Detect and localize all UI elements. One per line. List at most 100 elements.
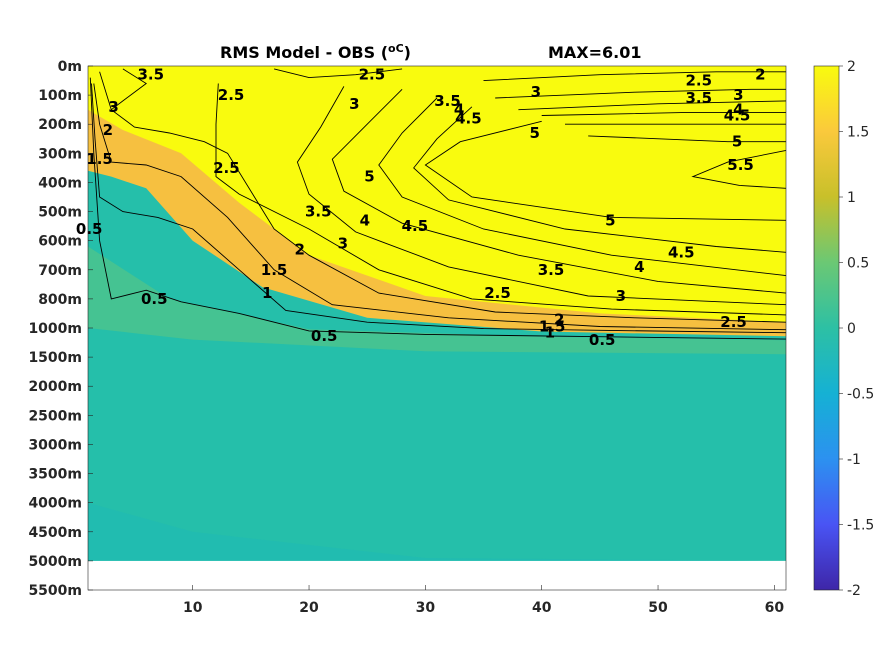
x-tick-label: 10: [183, 600, 203, 616]
y-axis: 0m 100m 200m 300m 400m 500m 600m 700m 800m 1000m 1…: [28, 59, 93, 599]
contour-label: 3.5: [434, 92, 461, 110]
y-tick-label: 500m: [38, 205, 82, 221]
contour-label: 3.5: [305, 203, 332, 221]
max-label: MAX=6.01: [548, 43, 642, 62]
contour-line-3.5c: [518, 100, 787, 111]
x-tick-label: 30: [416, 600, 436, 616]
y-tick-label: 4000m: [28, 496, 82, 512]
y-tick-label: 5500m: [28, 583, 82, 599]
contour-label: 2.5: [213, 159, 240, 177]
contour-label: 4.5: [402, 217, 429, 235]
contour-line-1.5: [93, 83, 787, 331]
x-tick-label: 20: [299, 600, 319, 616]
contour-label: 2.5: [686, 72, 713, 90]
colorbar-gradient: [813, 65, 840, 591]
heatmap-yellow-region: [88, 66, 786, 323]
y-tick-label: 2500m: [28, 408, 82, 424]
contour-line-2.5b: [215, 83, 787, 316]
title-unit-superscript: oC: [388, 42, 404, 55]
contour-line-4c: [541, 112, 786, 116]
colorbar-tick-label: -1: [847, 452, 861, 468]
contour-line-4.5: [413, 106, 787, 253]
colorbar-tick-label: 1: [847, 190, 856, 206]
contour-label: 2: [103, 121, 113, 139]
y-tick-label: 1500m: [28, 350, 82, 366]
contour-label: 3: [338, 235, 348, 253]
contour-label: 2.5: [359, 66, 386, 84]
contour-line-3: [296, 86, 787, 306]
contour-label: 2: [755, 66, 765, 84]
colorbar: 2 1.5 1 0.5 0 -0.5 -1 -1.5 -2: [813, 59, 874, 599]
contour-label: 3.5: [538, 261, 565, 279]
x-tick-label: 50: [648, 600, 668, 616]
contour-line-4: [378, 97, 787, 277]
chart-title: RMS Model - OBS (oC): [220, 42, 411, 62]
contour-line-3.5: [331, 88, 787, 294]
y-tick-label: 800m: [38, 292, 82, 308]
contour-label: 4.5: [724, 107, 751, 125]
contour-line-5c: [588, 135, 786, 143]
contour-label: 3: [108, 98, 118, 116]
contour-label: 3.5: [138, 66, 165, 84]
contour-label: 3.5: [686, 89, 713, 107]
contour-label: 3: [349, 95, 359, 113]
contour-line-3b: [111, 68, 147, 111]
x-axis: 10 20 30 40 50 60: [183, 585, 784, 616]
contour-label: 0.5: [76, 220, 103, 238]
y-tick-label: 100m: [38, 88, 82, 104]
contour-label: 2.5: [720, 313, 747, 331]
y-tick-label: 300m: [38, 146, 82, 162]
y-tick-label: 600m: [38, 234, 82, 250]
contour-label: 5.5: [727, 156, 754, 174]
contour-line-3c: [495, 88, 786, 99]
contour-label: 4.5: [668, 243, 695, 261]
contour-label: 1: [545, 324, 555, 342]
contour-lines: [89, 68, 787, 340]
colorbar-tick-label: 0: [847, 321, 856, 337]
contour-label: 4: [733, 101, 743, 119]
contour-label: 2: [554, 310, 564, 328]
contour-label: 0.5: [141, 290, 168, 308]
contour-line-2: [99, 71, 787, 323]
contour-line-5: [424, 120, 787, 221]
contour-line-2.5c: [483, 71, 786, 82]
contour-label: 5: [732, 133, 742, 151]
contour-label: 2.5: [218, 86, 245, 104]
y-tick-label: 200m: [38, 117, 82, 133]
contour-label: 2: [294, 240, 304, 258]
contour-line-5.5: [691, 149, 787, 189]
contour-label: 1.5: [539, 318, 566, 336]
colorbar-tick-label: -0.5: [847, 387, 874, 403]
colorbar-tick-label: -1.5: [847, 518, 874, 534]
heatmap-green-band: [88, 246, 786, 355]
y-tick-label: 0m: [58, 59, 82, 75]
contour-label: 0.5: [589, 331, 616, 349]
colorbar-tick-label: -2: [847, 583, 861, 599]
x-tick-label: 40: [532, 600, 552, 616]
x-tick-label: 60: [765, 600, 785, 616]
y-tick-label: 3500m: [28, 467, 82, 483]
heatmap-deep-region: [88, 502, 786, 561]
colorbar-tick-label: 1.5: [847, 125, 869, 141]
contour-label: 3: [616, 287, 626, 305]
contour-line-1: [91, 83, 787, 334]
contour-label: 5: [529, 124, 539, 142]
y-tick-label: 2000m: [28, 379, 82, 395]
contour-label: 1: [262, 284, 272, 302]
contour-line-2.5: [273, 68, 403, 79]
contour-label: 3: [531, 83, 541, 101]
contour-label: 4: [634, 258, 644, 276]
colorbar-tick-label: 2: [847, 59, 856, 75]
contour-label: 4: [454, 101, 464, 119]
contour-label: 0.5: [311, 327, 338, 345]
contour-label: 1.5: [261, 261, 288, 279]
y-tick-label: 3000m: [28, 437, 82, 453]
y-tick-label: 1000m: [28, 321, 82, 337]
contour-label: 4: [360, 211, 370, 229]
y-tick-label: 400m: [38, 175, 82, 191]
contour-label: 3: [733, 86, 743, 104]
y-tick-label: 5000m: [28, 554, 82, 570]
